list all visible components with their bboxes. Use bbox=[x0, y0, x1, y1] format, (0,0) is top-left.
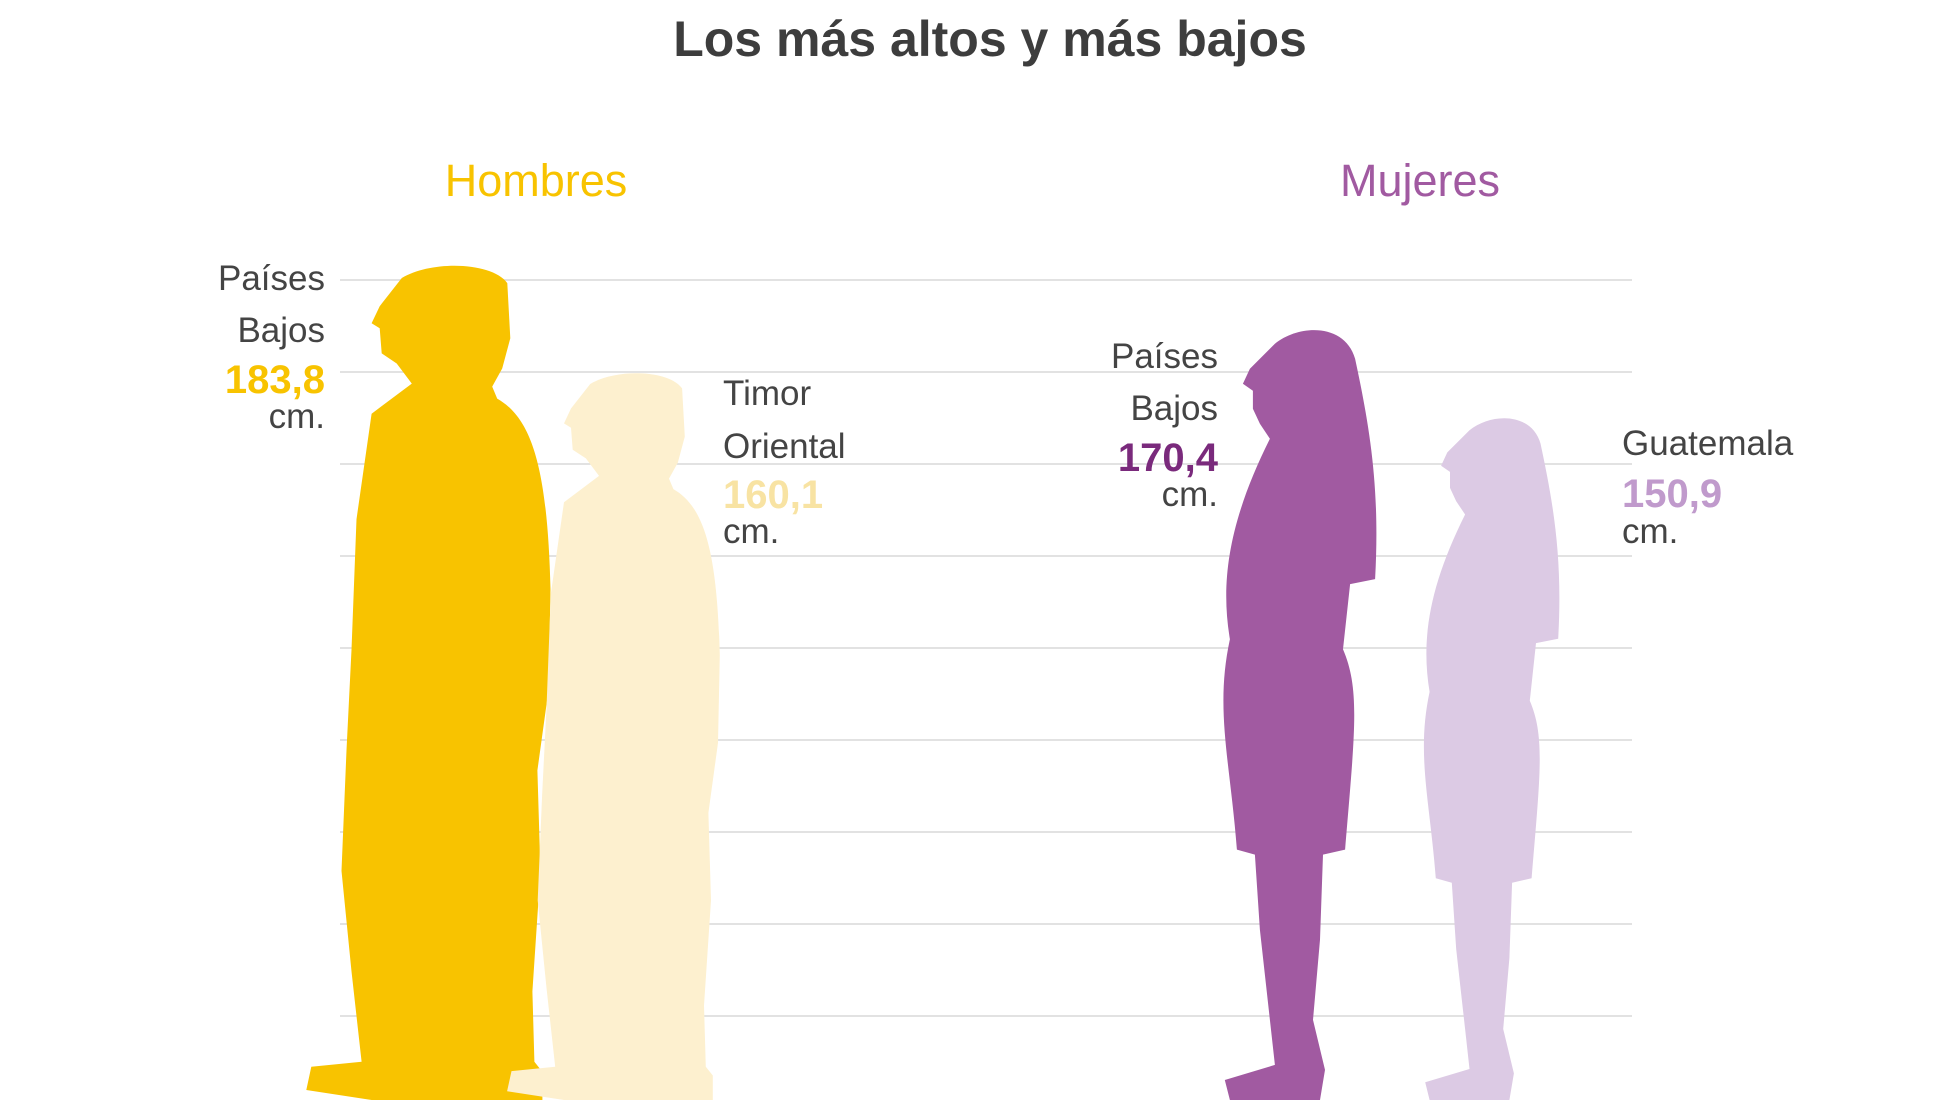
unit-label: cm. bbox=[1622, 512, 1678, 551]
country-label: Bajos bbox=[1130, 389, 1218, 428]
value-label: 183,8 bbox=[225, 358, 325, 402]
unit-label: cm. bbox=[1162, 475, 1218, 514]
country-label: Guatemala bbox=[1622, 424, 1794, 463]
value-label: 160,1 bbox=[723, 473, 823, 517]
group-title-hombres: Hombres bbox=[445, 155, 628, 206]
country-label: Bajos bbox=[237, 311, 325, 350]
unit-label: cm. bbox=[269, 397, 325, 436]
value-label: 150,9 bbox=[1622, 472, 1722, 516]
silhouette-hombres-1 bbox=[507, 373, 720, 1100]
silhouette-mujeres-0 bbox=[1223, 330, 1377, 1100]
value-labels: PaísesBajos183,8cm.TimorOriental160,1cm.… bbox=[218, 259, 1794, 551]
country-label: Oriental bbox=[723, 427, 846, 466]
unit-label: cm. bbox=[723, 512, 779, 551]
value-label: 170,4 bbox=[1118, 436, 1219, 480]
chart-title: Los más altos y más bajos bbox=[673, 11, 1307, 67]
country-label: Países bbox=[1111, 337, 1218, 376]
silhouettes bbox=[306, 265, 1560, 1100]
silhouette-hombres-0 bbox=[306, 265, 551, 1100]
country-label: Países bbox=[218, 259, 325, 298]
country-label: Timor bbox=[723, 374, 811, 413]
silhouette-mujeres-1 bbox=[1423, 418, 1560, 1100]
group-title-mujeres: Mujeres bbox=[1340, 155, 1500, 206]
